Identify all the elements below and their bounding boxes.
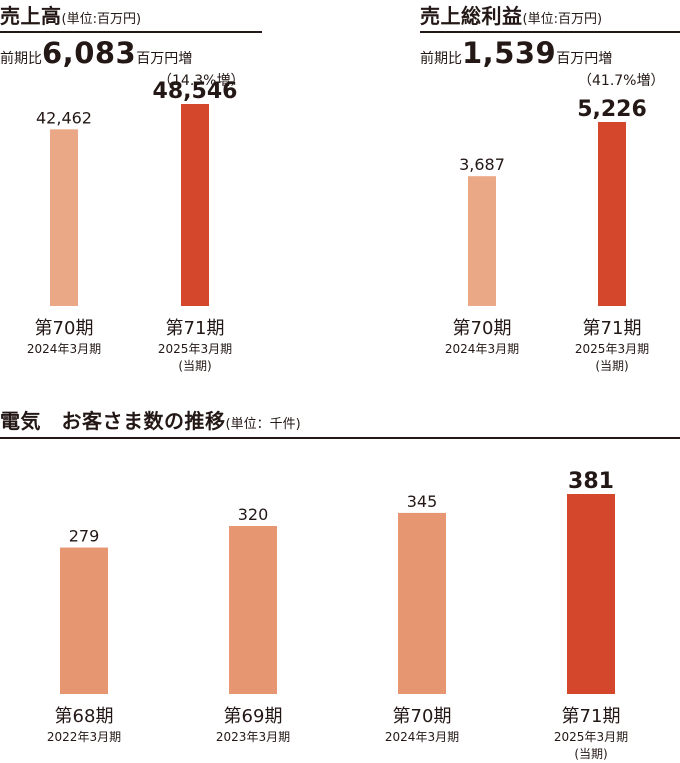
profit-bar-chart: 3,687 第70期 2024年3月期 5,226 第71期 2025年3月期 (当期) [445, 97, 649, 373]
period-label: 第69期 [224, 706, 283, 727]
bar [181, 104, 209, 306]
profit-delta-pct: （41.7%増） [578, 73, 665, 89]
sales-title-text: 売上高 [0, 4, 62, 28]
date-label: 2025年3月期 [554, 730, 628, 744]
date-label: 2024年3月期 [445, 342, 519, 356]
data-label: 5,226 [577, 97, 647, 122]
customers-bar-chart: 279 第68期 2022年3月期 320 第69期 2023年3月期 345 第70期 202… [47, 469, 628, 761]
sales-panel: 売上高(単位:百万円) 前期比6,083百万円増 （14.3%増） 42,462… [0, 0, 262, 395]
profit-delta: 前期比1,539百万円増 [420, 36, 612, 70]
bar [50, 129, 78, 306]
data-label: 3,687 [459, 155, 505, 174]
customers-title-text: 電気 お客さま数の推移 [0, 409, 226, 433]
profit-title-text: 売上総利益 [420, 4, 523, 28]
sales-title: 売上高(単位:百万円) [0, 0, 141, 29]
period-label: 第71期 [166, 318, 225, 339]
date-label: 2025年3月期 [158, 342, 232, 356]
sales-delta-pct: （14.3%増） [158, 73, 245, 89]
data-label: 320 [238, 505, 269, 524]
profit-unit: (単位:百万円) [522, 12, 603, 27]
customers-title: 電気 お客さま数の推移(単位：千件) [0, 405, 301, 434]
sales-delta-value: 6,083 [42, 36, 137, 70]
data-label: 48,546 [153, 79, 238, 104]
date-label: 2024年3月期 [27, 342, 101, 356]
date-label: 2023年3月期 [216, 730, 290, 744]
customers-unit: (単位：千件) [225, 417, 301, 432]
bar [567, 494, 615, 694]
profit-title: 売上総利益(単位:百万円) [420, 0, 602, 29]
sales-delta: 前期比6,083百万円増 [0, 36, 192, 70]
date-label: 2024年3月期 [385, 730, 459, 744]
bar [468, 176, 496, 306]
sales-delta-label: 前期比 [0, 51, 42, 67]
profit-delta-unit: 百万円増 [556, 51, 613, 67]
sales-unit: (単位:百万円) [61, 12, 142, 27]
sales-title-rule [0, 31, 262, 33]
bar [229, 526, 277, 694]
data-label: 345 [407, 492, 438, 511]
profit-panel: 売上総利益(単位:百万円) 前期比1,539百万円増 （41.7%増） 3,68… [420, 0, 680, 395]
profit-delta-label: 前期比 [420, 51, 462, 67]
period-label: 第71期 [562, 706, 621, 727]
period-label: 第68期 [55, 706, 114, 727]
customers-title-rule [0, 437, 680, 439]
data-label: 381 [568, 469, 614, 494]
bar [398, 512, 446, 694]
current-period-note: (当期) [178, 359, 211, 373]
period-label: 第71期 [583, 318, 642, 339]
current-period-note: (当期) [595, 359, 628, 373]
bar [598, 122, 626, 306]
current-period-note: (当期) [574, 747, 607, 761]
period-label: 第70期 [453, 318, 512, 339]
period-label: 第70期 [35, 318, 94, 339]
bar [60, 547, 108, 694]
profit-title-rule [420, 31, 680, 33]
date-label: 2025年3月期 [575, 342, 649, 356]
sales-bar-chart: 42,462 第70期 2024年3月期 48,546 第71期 2025年3月期 (当期) [27, 79, 238, 373]
date-label: 2022年3月期 [47, 730, 121, 744]
profit-delta-value: 1,539 [462, 36, 557, 70]
data-label: 279 [69, 527, 100, 546]
period-label: 第70期 [393, 706, 452, 727]
customers-panel: 電気 お客さま数の推移(単位：千件) 279 第68期 2022年3月期 320 第69… [0, 405, 680, 763]
data-label: 42,462 [36, 108, 92, 127]
sales-delta-unit: 百万円増 [136, 51, 193, 67]
